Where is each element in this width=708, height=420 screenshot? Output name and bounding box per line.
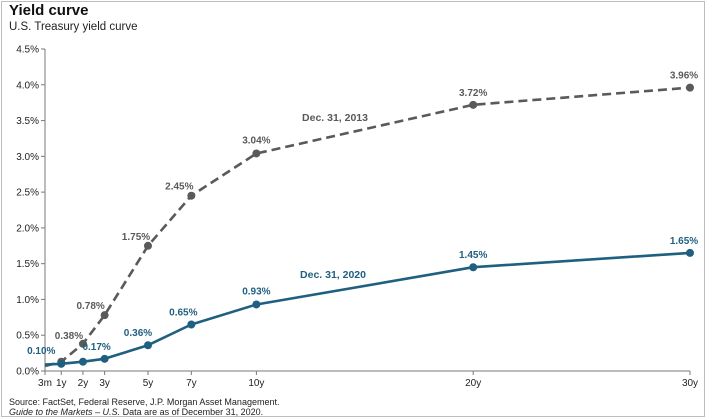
x-tick-label: 20y — [465, 378, 481, 389]
data-label-2013: 1.75% — [122, 232, 150, 243]
data-date-note: Guide to the Markets – U.S. Data are as … — [9, 407, 263, 417]
series-line-2013 — [44, 86, 691, 368]
x-tick-label: 3m — [38, 378, 52, 389]
data-date-text: Data are as of December 31, 2020. — [120, 407, 264, 417]
point-2020 — [100, 354, 109, 363]
point-2020 — [143, 341, 152, 350]
point-2020 — [469, 263, 478, 272]
y-tick-label: 0.5% — [16, 331, 39, 342]
y-tick-label: 4.5% — [16, 45, 39, 56]
point-2013 — [78, 339, 87, 348]
y-tick-label: 1.5% — [16, 259, 39, 270]
series-label-2020: Dec. 31, 2020 — [300, 269, 366, 281]
data-label-2020: 1.65% — [670, 236, 698, 247]
data-label-2020: 0.93% — [242, 286, 270, 297]
x-tick-label: 3y — [99, 378, 110, 389]
chart-subtitle: U.S. Treasury yield curve — [9, 21, 138, 33]
x-tick-label: 7y — [186, 378, 197, 389]
x-tick-label: 2y — [78, 378, 89, 389]
data-label-2020: 0.65% — [169, 307, 197, 318]
point-2013 — [252, 149, 261, 158]
series-line-2020 — [44, 251, 691, 366]
x-tick-label: 1y — [56, 378, 67, 389]
data-label-2013: 3.96% — [670, 71, 698, 82]
point-2020 — [686, 248, 694, 257]
y-tick-label: 2.0% — [16, 223, 39, 234]
y-tick-label: 4.0% — [16, 80, 39, 91]
yield-curve-chart: 0.0% 0.5% 1.0% 1.5% 2.0% 2.5% 3.0% 3.5% 4.0% 4.5%… — [16, 45, 698, 390]
data-label-2020: 0.36% — [124, 328, 152, 339]
data-label-2013: 3.72% — [459, 88, 487, 99]
chart-title: Yield curve — [9, 2, 89, 19]
point-2020 — [57, 359, 66, 368]
data-label-2013: 0.78% — [76, 301, 104, 312]
source-note: Source: FactSet, Federal Reserve, J.P. M… — [9, 397, 280, 407]
point-2020 — [78, 357, 87, 366]
x-tick-label: 10y — [248, 378, 264, 389]
x-tick-label: 30y — [682, 378, 698, 389]
data-label-2013: 0.38% — [55, 331, 83, 342]
point-2013 — [100, 311, 109, 320]
y-tick-label: 3.5% — [16, 116, 39, 127]
data-label-2020: 0.10% — [27, 346, 55, 357]
data-label-2013: 3.04% — [242, 135, 270, 146]
publication-name: Guide to the Markets – U.S. — [9, 407, 121, 417]
y-tick-label: 3.0% — [16, 152, 39, 163]
data-label-2020: 0.17% — [82, 342, 110, 353]
point-2013 — [187, 191, 196, 200]
data-label-2020: 1.45% — [459, 250, 487, 261]
point-2020 — [187, 320, 196, 329]
series-label-2013: Dec. 31, 2013 — [302, 112, 368, 124]
y-tick-label: 1.0% — [16, 295, 39, 306]
point-2020 — [252, 300, 261, 309]
x-tick-label: 5y — [143, 378, 154, 389]
point-2013 — [143, 241, 152, 250]
point-2013 — [686, 83, 694, 92]
point-2013 — [469, 100, 478, 109]
y-tick-label: 0.0% — [16, 367, 39, 378]
data-label-2013: 2.45% — [165, 182, 193, 193]
y-tick-label: 2.5% — [16, 188, 39, 199]
